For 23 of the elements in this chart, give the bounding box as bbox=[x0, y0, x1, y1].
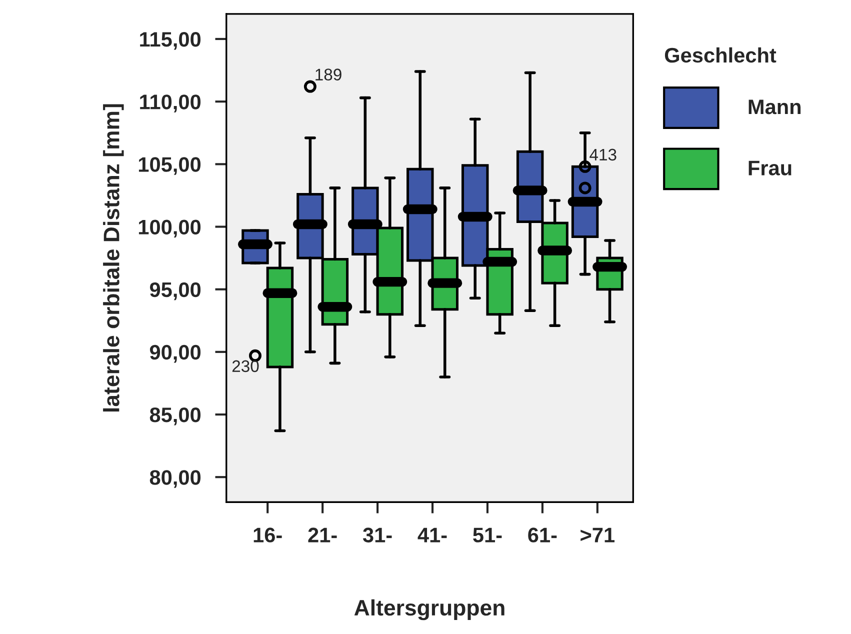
annotation: 413 bbox=[590, 148, 616, 161]
x-tick-label: 31- bbox=[362, 528, 392, 542]
annotation: 230 bbox=[232, 360, 259, 372]
legend-title: Geschlecht bbox=[664, 47, 776, 63]
y-axis-title: laterale orbitale Distanz [mm] bbox=[103, 104, 124, 412]
x-axis-title: Altersgruppen bbox=[354, 599, 504, 620]
y-tick-label: 80,00 bbox=[150, 470, 201, 488]
x-tick-label: 21- bbox=[308, 528, 337, 542]
x-tick-label: >71 bbox=[580, 528, 615, 542]
x-tick-label: 51- bbox=[473, 528, 502, 542]
y-tick-label: 110,00 bbox=[140, 94, 201, 112]
x-tick-label: 16- bbox=[254, 528, 282, 542]
y-tick-label: 95,00 bbox=[150, 282, 201, 300]
legend-label: Mann bbox=[748, 100, 801, 114]
x-tick-label: 41- bbox=[418, 528, 447, 542]
x-tick-label: 61- bbox=[528, 528, 557, 542]
y-tick-label: 115,00 bbox=[140, 32, 201, 50]
annotation: 189 bbox=[316, 68, 342, 80]
y-tick-label: 90,00 bbox=[150, 344, 201, 363]
legend-label: Frau bbox=[748, 160, 792, 176]
y-tick-label: 100,00 bbox=[138, 220, 201, 238]
y-tick-label: 85,00 bbox=[150, 408, 201, 426]
y-tick-label: 105,00 bbox=[138, 157, 201, 175]
